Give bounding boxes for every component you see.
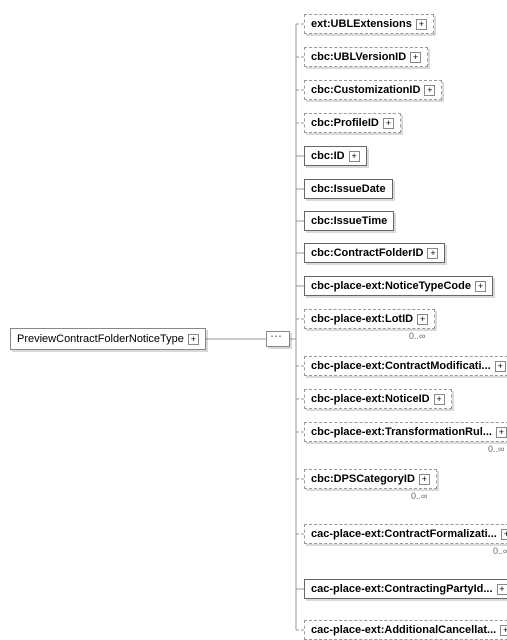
schema-element: cbc-place-ext:LotID + — [304, 309, 435, 329]
schema-element: ext:UBLExtensions + — [304, 14, 434, 34]
schema-element: cbc:DPSCategoryID + — [304, 469, 437, 489]
element-label: ext:UBLExtensions — [311, 18, 412, 30]
element-label: cbc:ContractFolderID — [311, 247, 423, 259]
element-label: cbc:DPSCategoryID — [311, 473, 415, 485]
occurs-label: 0..∞ — [411, 491, 427, 501]
element-label: cbc:UBLVersionID — [311, 51, 406, 63]
expand-icon[interactable]: + — [497, 584, 507, 595]
element-label: cbc:IssueDate — [311, 183, 386, 195]
expand-icon[interactable]: + — [475, 281, 486, 292]
schema-element: cbc:UBLVersionID + — [304, 47, 428, 67]
element-label: cbc-place-ext:LotID — [311, 313, 413, 325]
element-label: cbc:ProfileID — [311, 117, 379, 129]
schema-element: cbc:ProfileID + — [304, 113, 401, 133]
expand-icon[interactable]: + — [383, 118, 394, 129]
expand-icon[interactable]: + — [416, 19, 427, 30]
schema-element: cbc:IssueTime — [304, 211, 394, 231]
expand-icon[interactable]: + — [496, 427, 507, 438]
expand-icon[interactable]: + — [188, 334, 199, 345]
element-label: cac-place-ext:ContractingPartyId... — [311, 583, 493, 595]
schema-element: cac-place-ext:ContractFormalizati... + — [304, 524, 507, 544]
expand-icon[interactable]: + — [349, 151, 360, 162]
expand-icon[interactable]: + — [495, 361, 506, 372]
element-label: cbc-place-ext:NoticeID — [311, 393, 430, 405]
element-label: cbc:IssueTime — [311, 215, 387, 227]
element-label: cac-place-ext:AdditionalCancellat... — [311, 624, 496, 636]
expand-icon[interactable]: + — [410, 52, 421, 63]
schema-element: cbc-place-ext:ContractModificati... + — [304, 356, 507, 376]
element-label: cbc-place-ext:ContractModificati... — [311, 360, 491, 372]
schema-element: cbc:IssueDate — [304, 179, 393, 199]
expand-icon[interactable]: + — [427, 248, 438, 259]
element-label: cbc-place-ext:NoticeTypeCode — [311, 280, 471, 292]
schema-element: cac-place-ext:AdditionalCancellat... + — [304, 620, 507, 640]
root-type-box: PreviewContractFolderNoticeType + — [10, 328, 206, 350]
schema-element: cbc:CustomizationID + — [304, 80, 442, 100]
occurs-label: 0..∞ — [409, 331, 425, 341]
expand-icon[interactable]: + — [417, 314, 428, 325]
element-label: cac-place-ext:ContractFormalizati... — [311, 528, 497, 540]
occurs-label: 0..∞ — [488, 444, 504, 454]
occurs-label: 0..∞ — [493, 546, 507, 556]
expand-icon[interactable]: + — [500, 625, 507, 636]
schema-element: cbc-place-ext:TransformationRul... + — [304, 422, 507, 442]
element-label: cbc:CustomizationID — [311, 84, 420, 96]
schema-element: cbc-place-ext:NoticeID + — [304, 389, 452, 409]
root-label: PreviewContractFolderNoticeType — [17, 333, 184, 345]
schema-element: cac-place-ext:ContractingPartyId... + — [304, 579, 507, 599]
expand-icon[interactable]: + — [419, 474, 430, 485]
expand-icon[interactable]: + — [501, 529, 507, 540]
schema-element: cbc:ID + — [304, 146, 367, 166]
element-label: cbc-place-ext:TransformationRul... — [311, 426, 492, 438]
schema-element: cbc-place-ext:NoticeTypeCode + — [304, 276, 493, 296]
schema-element: cbc:ContractFolderID + — [304, 243, 445, 263]
expand-icon[interactable]: + — [424, 85, 435, 96]
element-label: cbc:ID — [311, 150, 345, 162]
sequence-compositor — [266, 331, 290, 347]
expand-icon[interactable]: + — [434, 394, 445, 405]
